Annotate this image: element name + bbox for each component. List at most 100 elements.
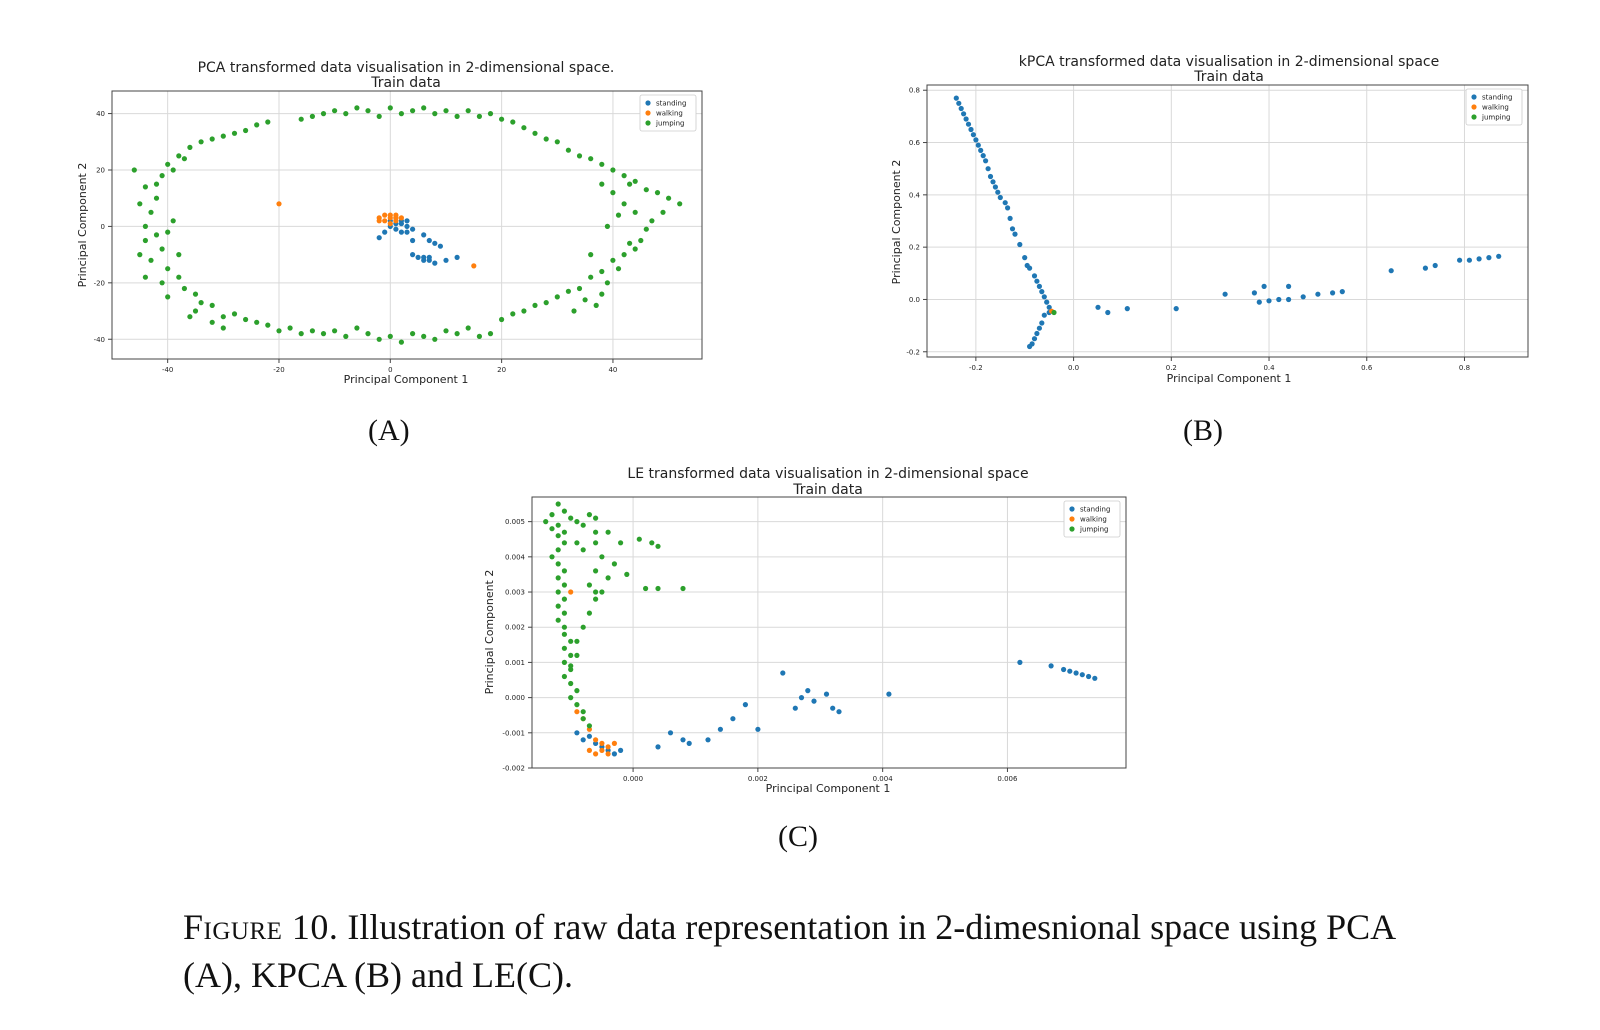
x-tick-label: 0.8 (1459, 364, 1470, 372)
jumping-point (153, 232, 160, 238)
jumping-point (343, 333, 349, 339)
legend: standing walking jumping (639, 94, 697, 132)
jumping-point (555, 533, 561, 539)
jumping-point (599, 291, 605, 297)
standing-point (1027, 343, 1033, 350)
standing-point (961, 111, 967, 117)
walking-point (376, 218, 382, 224)
walking-point (276, 201, 282, 207)
chart-subtitle: Train data (370, 75, 441, 91)
standing-point (1048, 663, 1054, 669)
chart-subtitle: Train data (792, 482, 863, 498)
standing-point (1041, 294, 1047, 300)
standing-point (983, 158, 989, 164)
jumping-point (165, 229, 171, 235)
jumping-point (615, 212, 622, 218)
jumping-point (627, 181, 633, 187)
jumping-point (165, 266, 171, 272)
standing-point (792, 705, 798, 711)
y-tick-label: 0.2 (909, 244, 920, 252)
standing-point (1432, 262, 1438, 269)
standing-point (1073, 670, 1079, 676)
standing-point (1251, 290, 1257, 296)
standing-point (970, 132, 977, 138)
jumping-point (576, 285, 583, 292)
standing-point (1031, 336, 1038, 342)
legend-label-jumping: jumping (1079, 526, 1108, 534)
jumping-point (627, 240, 633, 246)
y-tick-label: 0.002 (505, 624, 525, 632)
legend-label-standing: standing (1080, 506, 1110, 514)
standing-point (574, 730, 580, 736)
jumping-point (568, 515, 574, 521)
standing-point (1031, 273, 1038, 279)
standing-point (997, 194, 1003, 201)
jumping-point (148, 209, 154, 215)
standing-point (1388, 268, 1394, 274)
legend: standing walking jumping (1063, 500, 1121, 538)
jumping-point (561, 529, 568, 535)
walking-point (398, 215, 404, 221)
standing-point (415, 254, 421, 260)
jumping-point (643, 226, 649, 232)
jumping-point (499, 316, 505, 323)
jumping-point (254, 122, 260, 128)
walking-point (593, 737, 599, 743)
chart-subtitle: Train data (1193, 69, 1264, 85)
subcaption-a: (A) (368, 414, 410, 447)
standing-point (1061, 666, 1067, 673)
jumping-point (593, 540, 599, 546)
legend-marker-walking (645, 110, 651, 116)
jumping-point (586, 511, 593, 518)
jumping-point (387, 333, 393, 339)
standing-point (432, 240, 438, 246)
standing-point (443, 257, 449, 263)
plot-frame (531, 496, 1127, 769)
legend-marker-walking (1069, 516, 1075, 522)
jumping-point (332, 108, 338, 114)
jumping-point (276, 328, 282, 334)
standing-point (1022, 255, 1028, 261)
jumping-point (265, 322, 271, 328)
plot-frame (926, 84, 1529, 358)
standing-point (1034, 330, 1040, 337)
jumping-point (568, 666, 574, 673)
standing-point (1027, 265, 1033, 271)
standing-point (990, 179, 996, 185)
jumping-point (580, 624, 586, 630)
y-tick-label: -20 (94, 279, 105, 287)
jumping-point (159, 280, 165, 286)
x-axis-label: Principal Component 1 (344, 373, 469, 386)
jumping-point (582, 297, 588, 303)
y-tick-label: 0.8 (909, 87, 920, 95)
pca-scatter-chart: PCA transformed data visualisation in 2-… (76, 60, 703, 386)
jumping-point (580, 716, 586, 722)
jumping-point (632, 246, 638, 252)
x-tick-label: 0 (388, 366, 392, 374)
standing-point (987, 173, 994, 180)
standing-point (655, 744, 661, 750)
standing-point (811, 698, 817, 704)
legend-label-standing: standing (1482, 94, 1512, 102)
standing-point (426, 237, 432, 244)
walking-point (382, 212, 388, 218)
jumping-point (220, 314, 226, 320)
panel-b: kPCA transformed data visualisation in 2… (0, 0, 1600, 460)
jumping-point (655, 543, 661, 549)
jumping-point (555, 501, 561, 507)
standing-point (1086, 673, 1092, 680)
jumping-point (611, 561, 618, 567)
jumping-point (1051, 309, 1057, 316)
x-axis-label: Principal Component 1 (766, 782, 891, 795)
standing-point (410, 252, 416, 258)
standing-point (953, 95, 959, 101)
legend-box (1063, 500, 1121, 538)
jumping-point (568, 695, 574, 701)
standing-point (805, 688, 811, 694)
jumping-point (532, 302, 538, 308)
jumping-point (677, 201, 683, 207)
standing-point (1017, 659, 1023, 666)
jumping-point (561, 508, 568, 514)
panel-c: LE transformed data visualisation in 2-d… (483, 466, 1127, 853)
legend-label-standing: standing (656, 100, 686, 108)
